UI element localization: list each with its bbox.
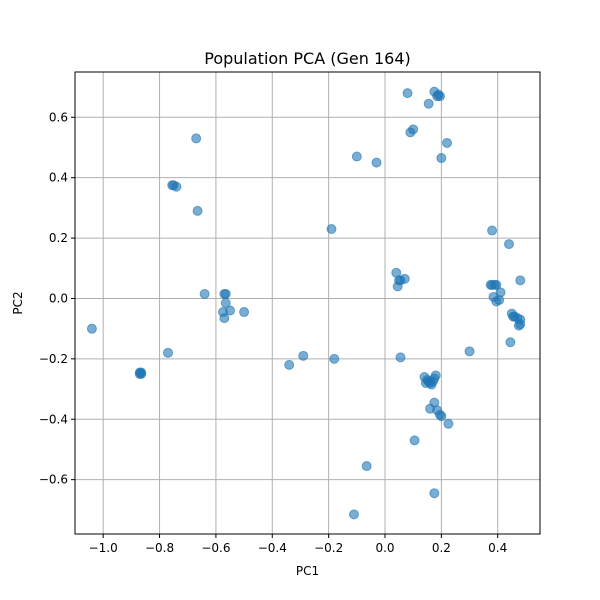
data-point: [423, 98, 434, 109]
plot-frame: [74, 71, 541, 535]
data-point: [491, 279, 502, 290]
data-point: [220, 288, 231, 299]
x-tick-label: −0.2: [314, 541, 343, 555]
data-point: [436, 411, 447, 422]
y-axis-ticks: −0.6 −0.4 −0.2 0.0 0.2 0.4 0.6: [39, 110, 75, 487]
data-point: [349, 509, 359, 520]
data-point: [351, 151, 362, 162]
y-tick-label: −0.2: [39, 352, 68, 366]
x-tick-label: 0.2: [432, 541, 451, 555]
data-point: [487, 225, 498, 236]
data-point: [86, 323, 97, 334]
data-point: [409, 435, 420, 446]
data-point: [219, 313, 230, 324]
data-point: [167, 180, 178, 191]
data-point: [402, 88, 413, 99]
data-point: [136, 368, 147, 379]
data-point: [361, 461, 372, 472]
x-tick-label: 0.0: [375, 541, 394, 555]
data-point: [430, 370, 441, 381]
scatter-points: [86, 86, 526, 520]
data-point: [442, 137, 452, 148]
data-point: [284, 359, 295, 370]
data-point: [505, 337, 516, 348]
data-point: [395, 275, 406, 286]
data-point: [199, 288, 210, 299]
data-point: [495, 287, 506, 298]
y-tick-label: −0.4: [39, 412, 68, 426]
y-axis-label: PC2: [11, 291, 25, 314]
y-tick-label: −0.6: [39, 473, 68, 487]
data-point: [329, 353, 340, 364]
data-point: [298, 350, 309, 361]
data-point: [371, 157, 382, 168]
data-point: [429, 488, 440, 499]
x-tick-label: −0.8: [145, 541, 174, 555]
data-point: [513, 320, 524, 331]
data-point: [464, 346, 475, 357]
data-point: [504, 239, 514, 250]
grid: [75, 72, 540, 534]
data-point: [191, 133, 202, 144]
x-tick-label: −0.4: [258, 541, 287, 555]
x-axis-label: PC1: [296, 564, 319, 578]
data-point: [192, 205, 203, 216]
data-point: [515, 275, 526, 286]
data-point: [436, 153, 447, 164]
chart-title: Population PCA (Gen 164): [204, 49, 411, 68]
data-point: [220, 298, 231, 308]
data-point: [326, 224, 337, 235]
data-point: [443, 418, 454, 429]
data-point: [433, 89, 444, 100]
data-point: [408, 124, 419, 135]
y-tick-label: 0.6: [49, 110, 68, 124]
y-tick-label: 0.4: [49, 171, 68, 185]
x-tick-label: −0.6: [201, 541, 230, 555]
data-point: [395, 352, 406, 363]
x-axis-ticks: −1.0 −0.8 −0.6 −0.4 −0.2 0.0 0.2 0.4: [89, 534, 507, 555]
x-tick-label: 0.4: [488, 541, 507, 555]
y-tick-label: 0.2: [49, 231, 68, 245]
data-point: [239, 307, 250, 318]
data-point: [225, 305, 235, 316]
data-point: [163, 347, 173, 358]
x-tick-label: −1.0: [89, 541, 118, 555]
y-tick-label: 0.0: [49, 291, 68, 305]
